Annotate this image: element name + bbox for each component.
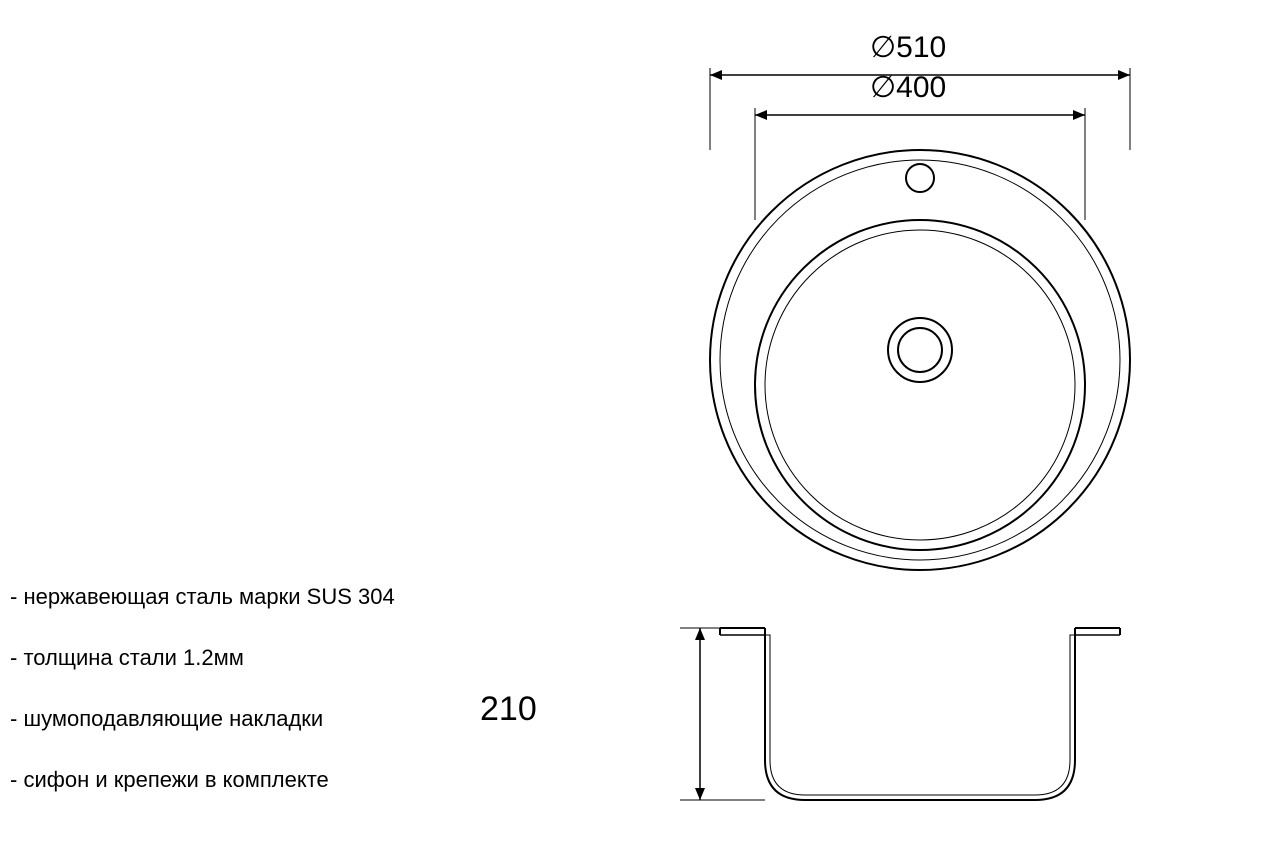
technical-drawing: ∅510 ∅400	[570, 20, 1270, 840]
spec-accessories: - сифон и крепежи в комплекте	[10, 763, 395, 796]
specs-list: - нержавеющая сталь марки SUS 304 - толщ…	[10, 580, 395, 824]
spec-noise: - шумоподавляющие накладки	[10, 702, 395, 735]
spec-thickness: - толщина стали 1.2мм	[10, 641, 395, 674]
spec-material: - нержавеющая сталь марки SUS 304	[10, 580, 395, 613]
inner-diameter-label: ∅400	[870, 70, 946, 105]
depth-label: 210	[480, 690, 537, 729]
outer-diameter-label: ∅510	[870, 30, 946, 65]
sink-diagram-svg	[570, 20, 1270, 840]
